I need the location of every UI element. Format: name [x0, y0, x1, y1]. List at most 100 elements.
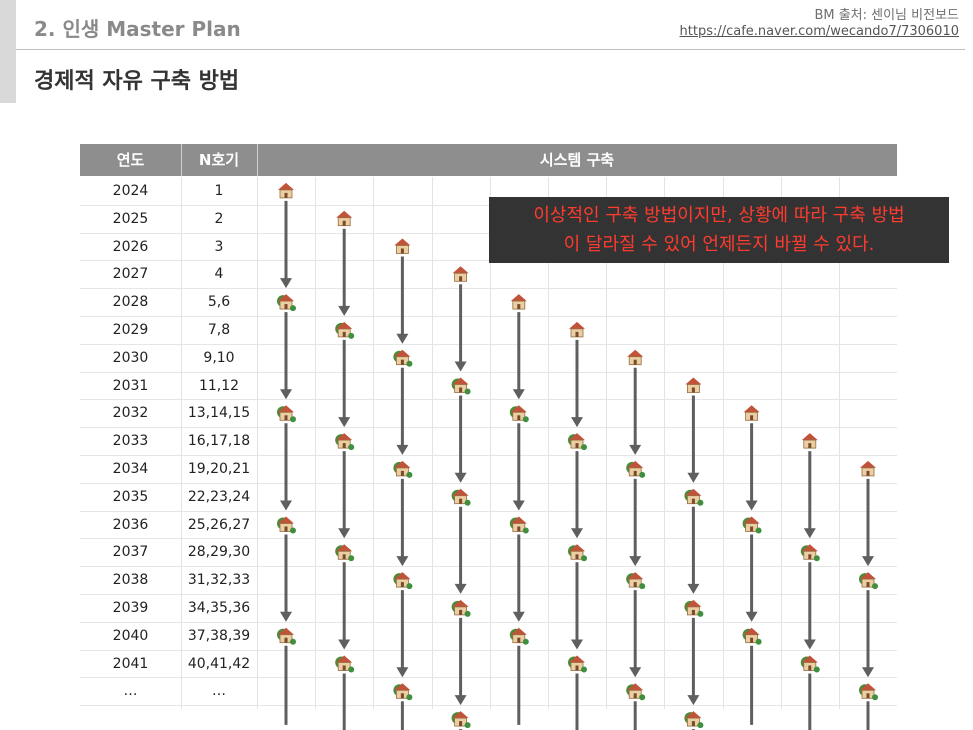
house-with-tree-icon [451, 488, 471, 506]
n-number-cell: 7,8 [207, 322, 231, 338]
house-with-tree-icon [742, 516, 762, 534]
house-icon [394, 238, 411, 254]
header-separator [257, 144, 258, 176]
grid-line-horizontal [80, 233, 897, 234]
house-with-tree-icon [800, 544, 820, 562]
system-build-table: 연도 N호기 시스템 구축 2024 1 2025 2 2026 3 2027 4 2028 5,… [80, 144, 897, 709]
source-credit: BM 출처: 센이님 비전보드 https://cafe.naver.com/w… [680, 8, 959, 40]
n-number-cell: 5,6 [207, 294, 231, 310]
down-arrow [571, 562, 583, 650]
house-icon [510, 294, 527, 310]
year-cell: 2026 [112, 239, 149, 255]
house-with-tree-icon [393, 460, 413, 478]
house-icon [569, 321, 585, 338]
callout-note: 이상적인 구축 방법이지만, 상황에 따라 구축 방법 이 달라질 수 있어 언… [489, 197, 949, 263]
house-with-tree-icon [626, 683, 646, 701]
column-header-n: N호기 [198, 151, 240, 169]
grid-line-horizontal [80, 316, 897, 317]
grid-line-horizontal [80, 399, 897, 400]
left-accent-bar [0, 0, 16, 103]
down-arrow [338, 228, 351, 316]
year-cell: 2038 [112, 572, 149, 588]
grid-line-horizontal [80, 677, 897, 678]
down-arrow [338, 339, 351, 428]
year-cell: 2032 [112, 405, 149, 421]
grid-line-horizontal [80, 566, 897, 567]
house-with-tree-icon [626, 572, 646, 590]
house-with-tree-icon [568, 655, 587, 673]
callout-line-1: 이상적인 구축 방법이지만, 상황에 따라 구축 방법 [533, 205, 905, 226]
callout-line-2: 이 달라질 수 있어 언제든지 바뀔 수 있다. [563, 234, 875, 255]
grid-line-vertical [257, 177, 258, 709]
down-arrow [280, 423, 292, 511]
year-cell: 2031 [112, 378, 149, 394]
down-arrow [629, 367, 642, 455]
source-label: BM 출처: 센이님 비전보드 [814, 8, 959, 23]
year-cell: 2030 [112, 350, 149, 366]
header-separator [181, 144, 182, 176]
grid-line-vertical [781, 177, 782, 709]
down-arrow [512, 423, 525, 511]
house-icon [627, 349, 644, 366]
grid-line-vertical [181, 177, 182, 709]
n-number-cell: 22,23,24 [187, 489, 251, 505]
down-arrow [745, 534, 758, 622]
n-number-cell: 4 [214, 266, 224, 282]
grid-line-horizontal [80, 344, 897, 345]
page-title: 경제적 자유 구축 방법 [34, 69, 240, 94]
house-with-tree-icon [277, 294, 296, 312]
grid-line-vertical [723, 177, 724, 709]
down-arrow [629, 478, 642, 567]
n-number-cell: 2 [214, 211, 224, 227]
down-arrow [745, 423, 758, 511]
down-arrow [687, 395, 700, 483]
header-divider [16, 49, 965, 50]
down-arrow [338, 451, 351, 539]
n-number-cell: 3 [214, 239, 224, 255]
house-with-tree-icon [335, 655, 355, 673]
column-header-year: 연도 [116, 151, 145, 169]
house-with-tree-icon [684, 711, 704, 729]
grid-line-horizontal [80, 288, 897, 289]
down-arrow [512, 534, 525, 622]
house-with-tree-icon [451, 711, 471, 729]
house-icon [860, 460, 876, 477]
house-with-tree-icon [277, 516, 296, 534]
grid-line-vertical [373, 177, 374, 709]
year-cell: 2041 [112, 656, 149, 672]
n-number-cell: 40,41,42 [187, 656, 251, 672]
house-with-tree-icon [800, 655, 820, 673]
n-number-cell: 37,38,39 [187, 628, 251, 644]
down-arrow [280, 534, 292, 622]
year-cell: 2037 [112, 544, 149, 560]
year-cell: 2035 [112, 489, 149, 505]
house-with-tree-icon [742, 627, 762, 645]
down-arrow [803, 451, 816, 539]
grid-line-horizontal [80, 205, 897, 206]
down-arrow [512, 312, 525, 400]
year-cell: 2033 [112, 433, 149, 449]
down-arrow [571, 451, 583, 539]
source-link[interactable]: https://cafe.naver.com/wecando7/7306010 [679, 24, 959, 39]
grid-line-horizontal [80, 511, 897, 512]
n-number-cell: 31,32,33 [187, 572, 251, 588]
year-cell: 2028 [112, 294, 149, 310]
n-number-cell: 19,20,21 [187, 461, 251, 477]
house-with-tree-icon [335, 433, 355, 451]
house-with-tree-icon [509, 405, 529, 423]
house-icon [278, 182, 294, 199]
down-arrow [338, 562, 351, 650]
table-header: 연도 N호기 시스템 구축 [80, 144, 897, 176]
grid-line-vertical [315, 177, 316, 709]
house-with-tree-icon [684, 488, 704, 506]
year-cell: 2039 [112, 600, 149, 616]
grid-line-horizontal [80, 427, 897, 428]
grid-line-horizontal [80, 705, 897, 706]
house-with-tree-icon [451, 599, 471, 617]
n-number-cell: 16,17,18 [187, 433, 251, 449]
house-with-tree-icon [568, 433, 587, 451]
down-arrow [629, 590, 642, 678]
grid-line-horizontal [80, 538, 897, 539]
grid-line-horizontal [80, 622, 897, 623]
down-arrow [280, 312, 292, 400]
